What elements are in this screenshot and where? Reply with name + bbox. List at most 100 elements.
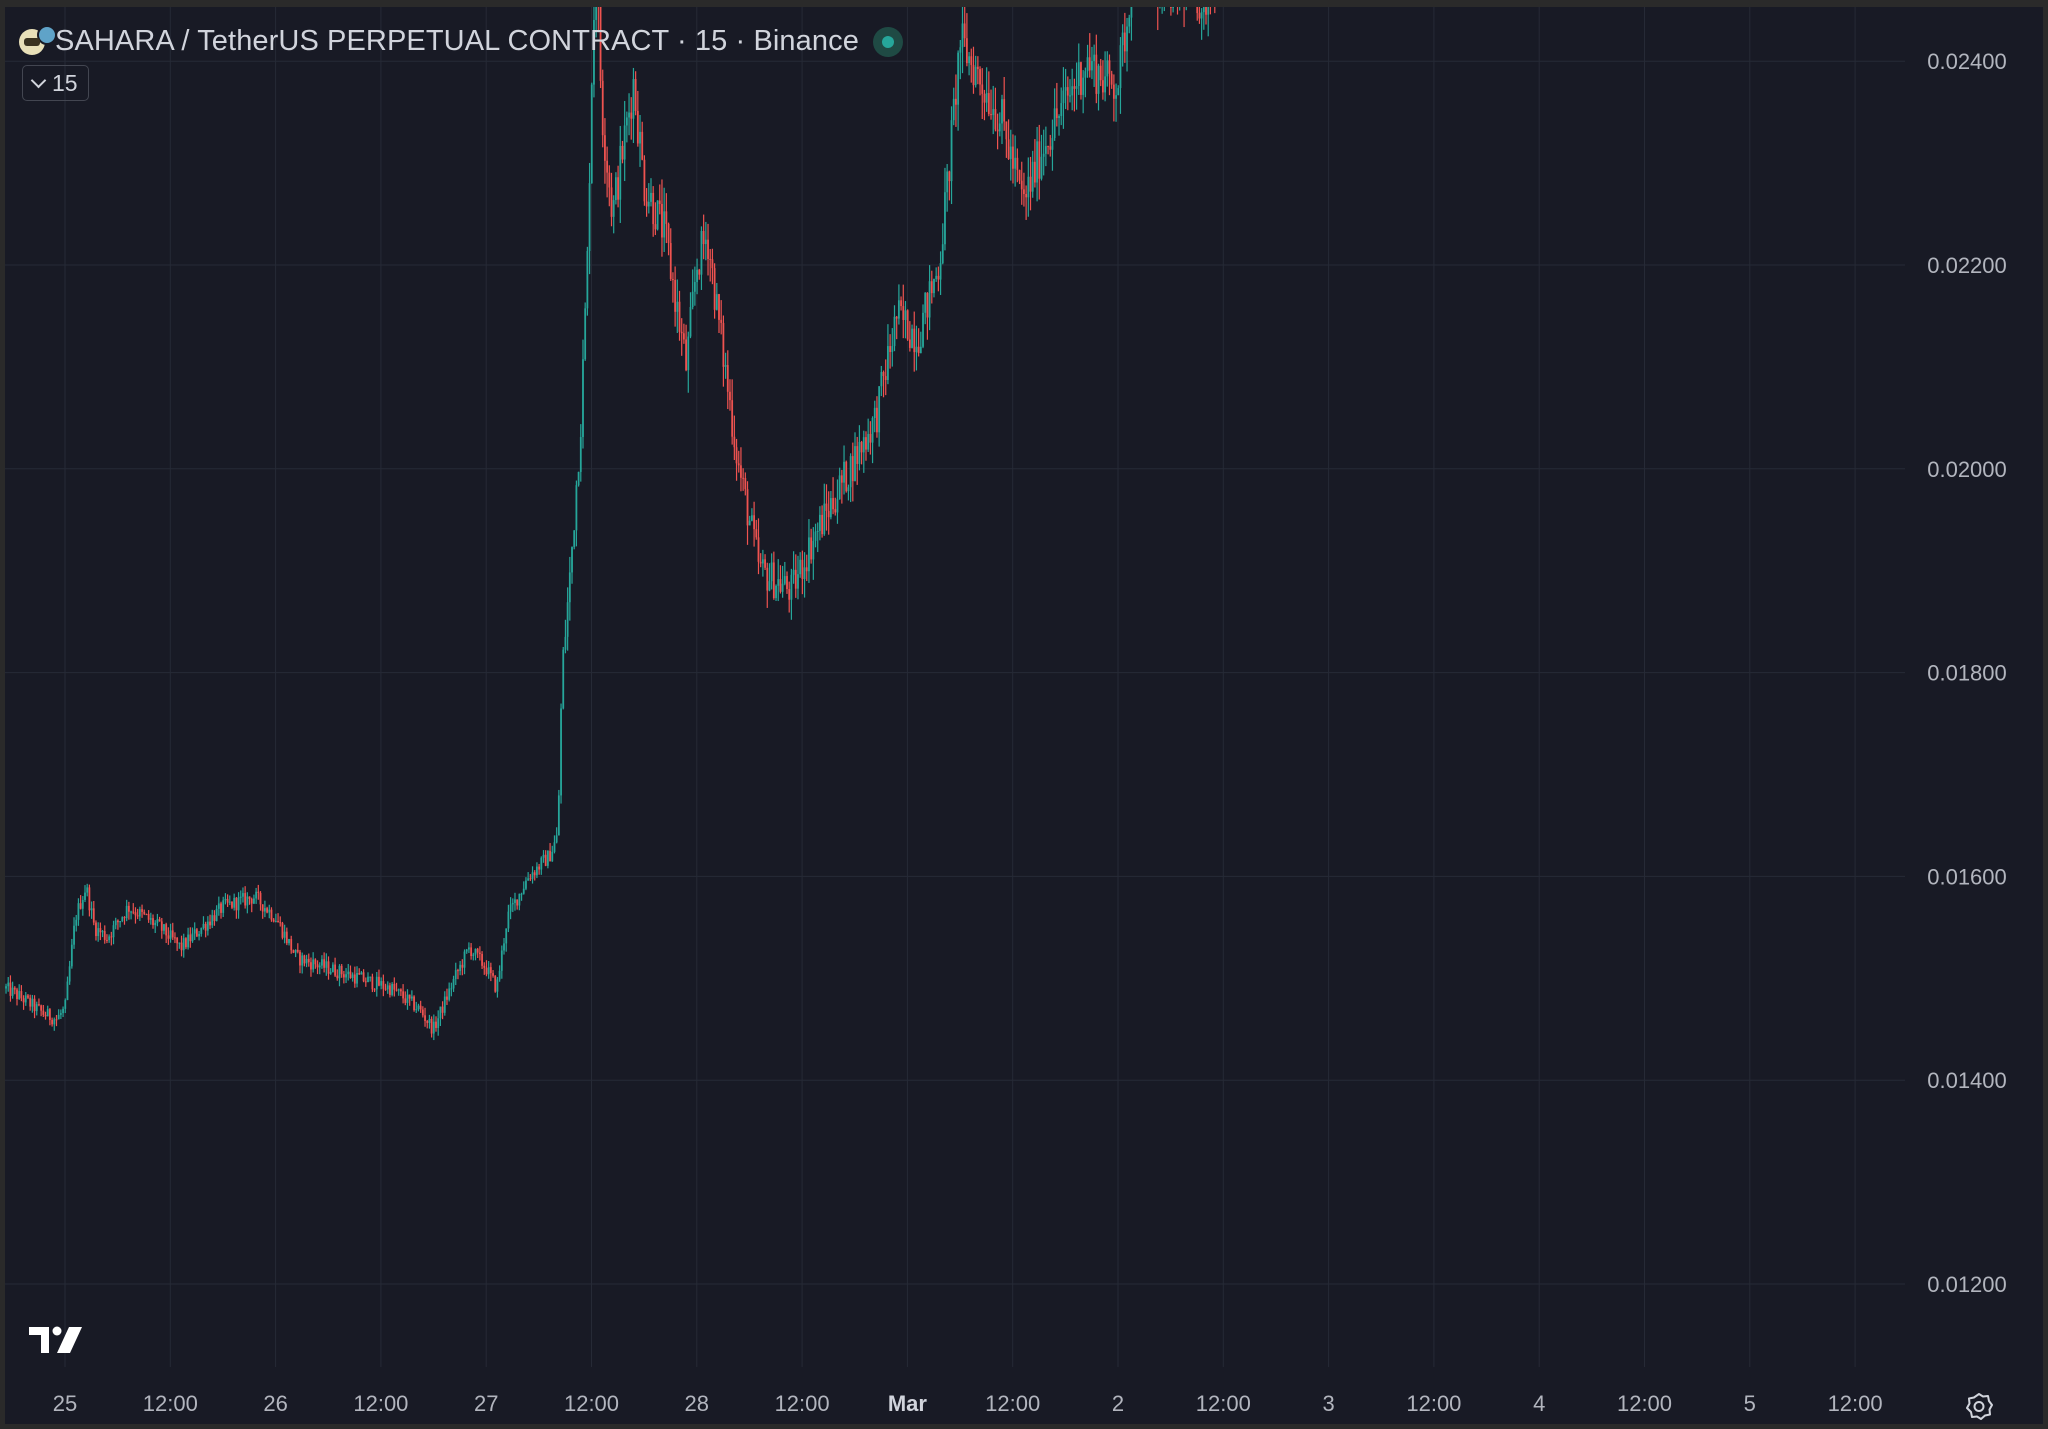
candle-down [303, 955, 306, 964]
candle-up [1084, 71, 1087, 78]
candle-down [250, 898, 253, 904]
candle-up [70, 944, 73, 967]
candle-down [395, 989, 398, 991]
tradingview-logo-icon[interactable] [27, 1323, 83, 1357]
candle-down [209, 921, 211, 926]
candle-down [400, 989, 402, 992]
symbol-title[interactable]: SAHARA / TetherUS PERPETUAL CONTRACT · 1… [55, 25, 859, 57]
candle-down [652, 192, 655, 225]
candle-up [693, 282, 696, 292]
candle-down [726, 365, 729, 392]
candle-up [527, 878, 530, 881]
candle-up [612, 200, 615, 217]
candle-down [259, 893, 262, 905]
candle-down [1088, 57, 1091, 71]
candle-up [893, 316, 896, 347]
candle-down [13, 987, 16, 990]
candle-down [1099, 65, 1102, 81]
candle-up [553, 842, 556, 852]
candle-up [503, 943, 505, 951]
candle-down [731, 400, 734, 437]
candle-down [362, 972, 365, 982]
candle-up [623, 125, 626, 160]
chevron-down-icon [30, 72, 47, 89]
candle-down [908, 339, 911, 348]
price-chart[interactable]: 0.036000.034000.032000.028000.026000.024… [5, 7, 2043, 1424]
candle-up [450, 988, 453, 990]
candle-up [84, 892, 86, 900]
price-tick-label: 0.01400 [1927, 1068, 2007, 1093]
candle-up [797, 574, 799, 589]
candle-down [141, 909, 143, 912]
candle-up [724, 365, 727, 367]
candle-down [965, 38, 968, 64]
candle-up [283, 931, 286, 938]
candle-down [755, 529, 758, 538]
candle-up [465, 949, 468, 952]
candle-up [838, 475, 841, 500]
candle-up [253, 898, 255, 904]
candle-up [632, 78, 635, 119]
candle-down [698, 269, 701, 275]
time-tick-label: 12:00 [775, 1391, 830, 1416]
candle-down [764, 559, 766, 568]
candle-up [1104, 76, 1107, 93]
candle-down [132, 911, 135, 913]
candle-up [215, 908, 218, 922]
candle-down [257, 891, 260, 894]
gear-icon[interactable] [1964, 1391, 1994, 1421]
candle-up [1115, 95, 1117, 99]
candle-down [292, 950, 295, 953]
candle-up [182, 938, 185, 951]
candle-down [384, 988, 387, 990]
candle-down [643, 159, 646, 202]
candle-down [1016, 157, 1019, 171]
candle-down [446, 996, 448, 1000]
candle-down [759, 561, 762, 564]
candle-down [226, 898, 229, 903]
candle-down [983, 93, 986, 103]
candle-up [935, 275, 938, 279]
candle-up [46, 1009, 49, 1017]
chart-frame[interactable]: 0.036000.034000.032000.028000.026000.024… [5, 7, 2043, 1424]
candle-up [514, 899, 516, 903]
candle-up [24, 995, 27, 1003]
candle-up [288, 939, 290, 944]
time-axis: 25 12:00 26 12:00 27 12:00 28 12:00 Mar 12:00 2 12:… [53, 1391, 1883, 1416]
price-tick-label: 0.02400 [1927, 49, 2007, 74]
candle-down [1066, 87, 1069, 96]
candle-up [472, 954, 475, 957]
candle-down [492, 973, 494, 976]
chart-header: SAHARA / TetherUS PERPETUAL CONTRACT · 1… [19, 24, 903, 58]
candle-down [316, 964, 319, 968]
candle-up [415, 1009, 418, 1011]
candle-up [878, 386, 881, 433]
candle-down [895, 316, 898, 319]
interval-selector[interactable]: 15 [22, 65, 89, 101]
candle-down [996, 129, 999, 132]
candle-up [386, 985, 389, 990]
candle-up [1009, 146, 1012, 159]
candle-down [740, 465, 742, 478]
candle-up [1082, 77, 1085, 95]
candle-up [1069, 95, 1071, 97]
candle-up [781, 583, 784, 592]
candle-up [206, 921, 209, 931]
candle-up [338, 965, 341, 979]
tether-coin-icon [37, 24, 57, 45]
candle-down [1012, 146, 1014, 169]
candle-down [95, 922, 97, 937]
candle-up [944, 192, 946, 245]
candle-down [1108, 60, 1111, 74]
candle-up [305, 958, 308, 964]
candle-down [906, 310, 909, 340]
candle-down [810, 537, 813, 560]
candle-down [349, 971, 352, 978]
candle-up [169, 930, 172, 939]
candle-down [661, 203, 663, 238]
candle-up [391, 983, 394, 995]
candle-up [522, 888, 525, 894]
candle-up [823, 503, 826, 535]
candle-down [801, 559, 804, 580]
candle-down [147, 914, 150, 920]
